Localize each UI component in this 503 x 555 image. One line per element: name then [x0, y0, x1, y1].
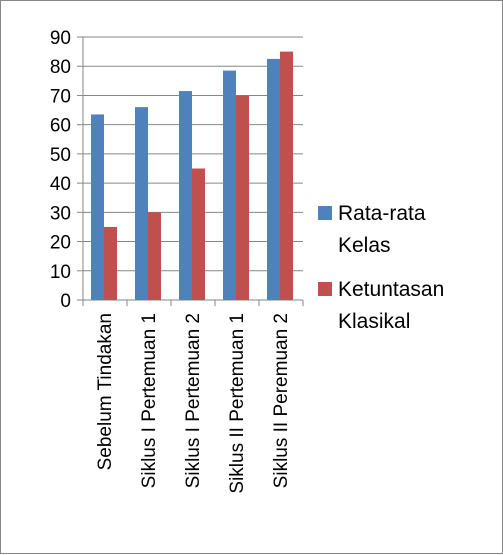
- bar: [148, 212, 161, 300]
- bar: [104, 226, 117, 300]
- y-tick-label: 10: [50, 262, 71, 283]
- legend-label: Ketuntasan Klasikal: [338, 278, 444, 333]
- category-label: Siklus II Pertemuan 1: [227, 313, 248, 494]
- y-tick-label: 90: [50, 28, 71, 49]
- category-label: Sebelum Tindakan: [95, 313, 116, 470]
- y-tick-label: 50: [50, 145, 71, 166]
- bar: [135, 107, 148, 300]
- legend-swatch: [318, 206, 332, 220]
- y-tick-label: 20: [50, 233, 71, 254]
- bar: [179, 91, 192, 300]
- category-label: Siklus I Pertemuan 1: [139, 313, 160, 488]
- category-label: Siklus II Peremuan 2: [271, 313, 292, 488]
- bar: [267, 58, 280, 300]
- bar: [280, 51, 293, 300]
- category-label: Siklus I Pertemuan 2: [183, 313, 204, 488]
- bar: [91, 114, 104, 300]
- legend-swatch: [318, 282, 332, 296]
- legend-label: Rata-rata Kelas: [338, 202, 426, 257]
- bar: [236, 95, 249, 300]
- bar: [192, 168, 205, 300]
- y-tick-label: 0: [60, 291, 71, 312]
- y-tick-label: 60: [50, 116, 71, 137]
- y-tick-label: 70: [50, 86, 71, 107]
- y-tick-label: 80: [50, 57, 71, 78]
- y-tick-label: 30: [50, 203, 71, 224]
- bar: [223, 70, 236, 300]
- y-tick-label: 40: [50, 174, 71, 195]
